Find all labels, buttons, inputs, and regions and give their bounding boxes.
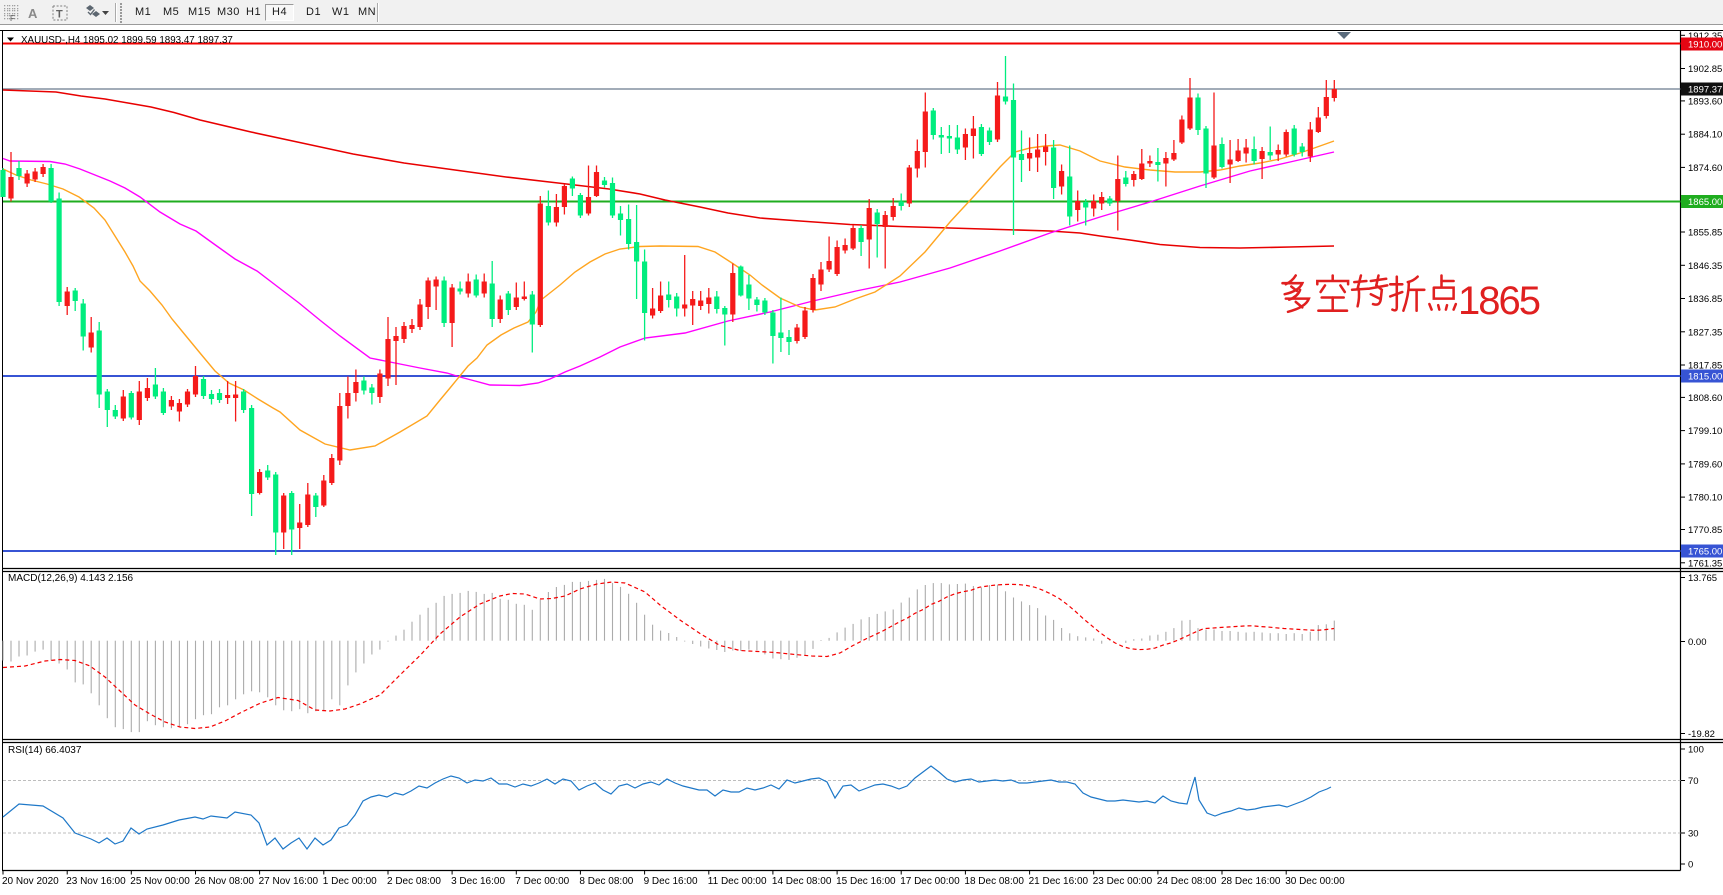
svg-text:1884.10: 1884.10 — [1688, 130, 1722, 141]
svg-text:1912.35: 1912.35 — [1688, 31, 1722, 42]
svg-text:100: 100 — [1688, 745, 1704, 756]
svg-text:1874.60: 1874.60 — [1688, 163, 1722, 174]
svg-text:MACD(12,26,9) 4.143 2.156: MACD(12,26,9) 4.143 2.156 — [8, 573, 134, 584]
svg-text:1761.35: 1761.35 — [1688, 558, 1722, 569]
svg-text:7 Dec 00:00: 7 Dec 00:00 — [515, 876, 569, 887]
svg-text:F: F — [10, 14, 15, 23]
svg-text:15 Dec 16:00: 15 Dec 16:00 — [836, 876, 896, 887]
svg-text:23 Dec 00:00: 23 Dec 00:00 — [1093, 876, 1153, 887]
svg-text:8 Dec 08:00: 8 Dec 08:00 — [579, 876, 633, 887]
svg-text:1897.37: 1897.37 — [1688, 85, 1722, 96]
svg-text:28 Dec 16:00: 28 Dec 16:00 — [1221, 876, 1281, 887]
svg-text:18 Dec 08:00: 18 Dec 08:00 — [964, 876, 1024, 887]
svg-text:2 Dec 08:00: 2 Dec 08:00 — [387, 876, 441, 887]
svg-text:1893.60: 1893.60 — [1688, 96, 1722, 107]
svg-text:23 Nov 16:00: 23 Nov 16:00 — [66, 876, 126, 887]
svg-text:1815.00: 1815.00 — [1688, 372, 1722, 383]
svg-text:24 Dec 08:00: 24 Dec 08:00 — [1157, 876, 1217, 887]
svg-text:RSI(14) 66.4037: RSI(14) 66.4037 — [8, 745, 82, 756]
svg-text:17 Dec 00:00: 17 Dec 00:00 — [900, 876, 960, 887]
svg-text:1789.60: 1789.60 — [1688, 459, 1722, 470]
svg-text:30: 30 — [1688, 829, 1699, 840]
svg-text:1770.85: 1770.85 — [1688, 525, 1722, 536]
svg-text:0.00: 0.00 — [1688, 637, 1707, 648]
svg-text:1855.85: 1855.85 — [1688, 228, 1722, 239]
svg-text:26 Nov 08:00: 26 Nov 08:00 — [195, 876, 255, 887]
svg-text:1827.35: 1827.35 — [1688, 327, 1722, 338]
svg-text:-19.82: -19.82 — [1688, 729, 1715, 740]
svg-text:13.765: 13.765 — [1688, 573, 1717, 584]
svg-text:9 Dec 16:00: 9 Dec 16:00 — [644, 876, 698, 887]
svg-text:1846.35: 1846.35 — [1688, 261, 1722, 272]
svg-text:3 Dec 16:00: 3 Dec 16:00 — [451, 876, 505, 887]
svg-text:1910.00: 1910.00 — [1688, 40, 1722, 51]
svg-text:21 Dec 16:00: 21 Dec 16:00 — [1029, 876, 1089, 887]
svg-text:27 Nov 16:00: 27 Nov 16:00 — [259, 876, 319, 887]
svg-text:1808.60: 1808.60 — [1688, 393, 1722, 404]
svg-text:XAUUSD-,H4 1895.02 1899.59 18: XAUUSD-,H4 1895.02 1899.59 1893.47 1897.… — [21, 35, 233, 46]
svg-text:1799.10: 1799.10 — [1688, 426, 1722, 437]
svg-text:0: 0 — [1688, 860, 1693, 871]
svg-text:1902.85: 1902.85 — [1688, 64, 1722, 75]
svg-text:1817.85: 1817.85 — [1688, 361, 1722, 372]
svg-text:1765.00: 1765.00 — [1688, 547, 1722, 558]
svg-text:1836.85: 1836.85 — [1688, 294, 1722, 305]
svg-text:70: 70 — [1688, 776, 1699, 787]
svg-text:1 Dec 00:00: 1 Dec 00:00 — [323, 876, 377, 887]
svg-text:T: T — [56, 9, 63, 21]
svg-text:20 Nov 2020: 20 Nov 2020 — [2, 876, 59, 887]
svg-text:11 Dec 00:00: 11 Dec 00:00 — [708, 876, 767, 887]
svg-text:14 Dec 08:00: 14 Dec 08:00 — [772, 876, 832, 887]
svg-text:25 Nov 00:00: 25 Nov 00:00 — [130, 876, 190, 887]
svg-text:1865: 1865 — [1458, 279, 1540, 323]
svg-text:1780.10: 1780.10 — [1688, 493, 1722, 504]
svg-text:A: A — [28, 6, 38, 21]
svg-text:30 Dec 00:00: 30 Dec 00:00 — [1285, 876, 1345, 887]
svg-text:1865.00: 1865.00 — [1688, 197, 1722, 208]
